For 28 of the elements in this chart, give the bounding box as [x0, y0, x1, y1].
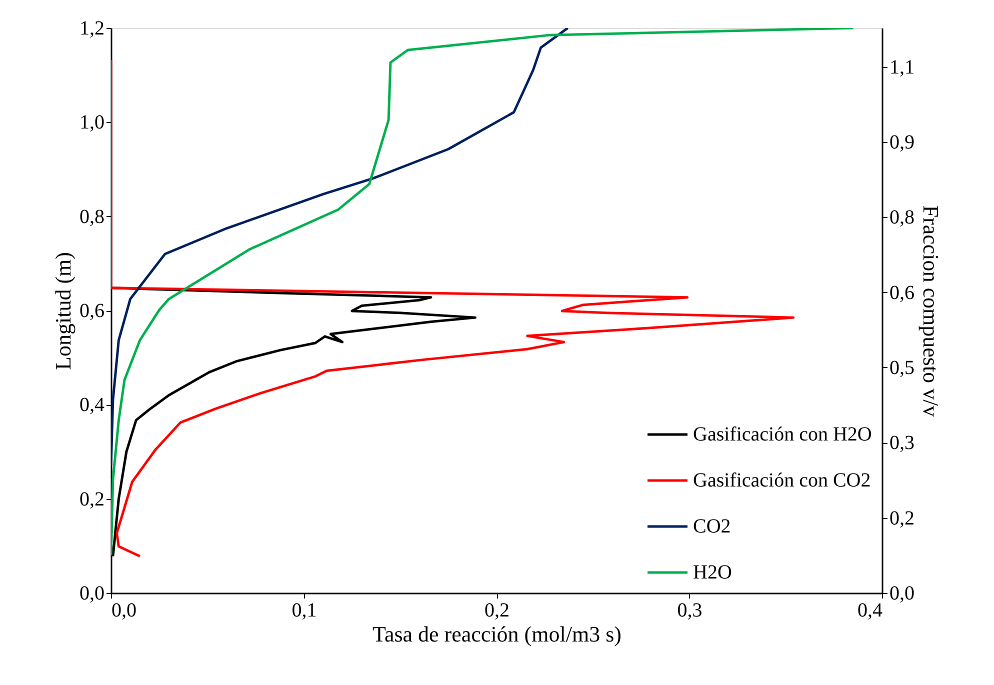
y2-tick-label: 0,3	[890, 432, 914, 454]
y2-tick-label: 0,5	[890, 356, 914, 379]
y-tick-label: 0,0	[80, 582, 104, 604]
y-tick-label: 0,4	[80, 394, 104, 416]
y-tick-label: 0,2	[80, 488, 104, 510]
y2-tick-label: 0,9	[890, 131, 914, 154]
y-tick-label: 0,6	[80, 300, 104, 322]
x-tick-label: 0,0	[112, 600, 136, 622]
y-axis-title: Longitud (m)	[50, 252, 76, 370]
legend-label: CO2	[693, 516, 731, 538]
y2-tick-label: 0,6	[890, 282, 914, 304]
y2-tick-label: 0,0	[890, 582, 914, 604]
legend-label: H2O	[693, 562, 732, 584]
y2-tick-label: 0,8	[890, 206, 914, 229]
x-tick-label: 0,1	[292, 600, 317, 622]
legend-label: Gasificación con CO2	[693, 470, 871, 492]
y2-tick-label: 0,2	[890, 507, 914, 530]
y-tick-label: 1,2	[80, 18, 104, 40]
x-tick-label: 0,3	[677, 600, 702, 622]
x-tick-label: 0,4	[858, 600, 882, 622]
legend-label: Gasificación con H2O	[693, 424, 872, 446]
x-tick-label: 0,2	[484, 600, 510, 622]
x-axis-title: Tasa de reacción (mol/m3 s)	[372, 622, 622, 646]
line-series	[111, 28, 570, 466]
y-tick-label: 1,0	[80, 112, 104, 134]
y-tick-label: 0,8	[80, 206, 104, 228]
y2-axis-title: Fraccion compuesto v/v	[918, 205, 944, 417]
y2-tick-label: 1,1	[890, 56, 914, 78]
